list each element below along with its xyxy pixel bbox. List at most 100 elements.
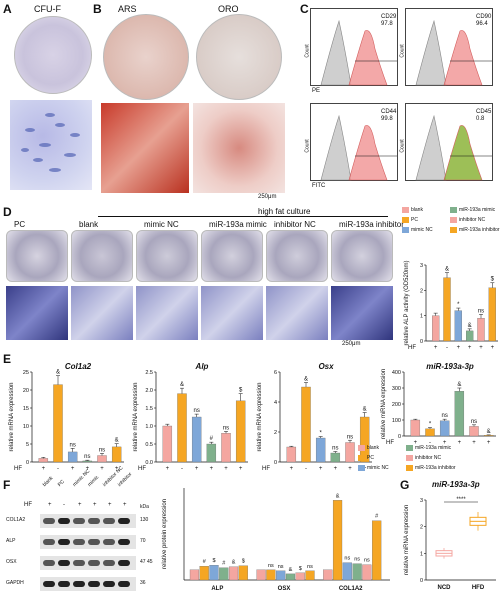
bar (305, 570, 315, 581)
hf-sign: + (48, 502, 52, 508)
significance-mark: ns (307, 564, 313, 570)
group-label-2: mimic NC (144, 220, 179, 229)
y-tick-label: 0 (420, 339, 423, 345)
y-axis-label: relative mRNA expression (9, 382, 15, 451)
kda-value: 130 (140, 517, 149, 523)
bar-3 (82, 460, 93, 463)
oro-micrograph (193, 103, 285, 193)
hf-sign: + (458, 440, 462, 446)
significance-mark: ns (354, 557, 360, 563)
flow-count-label: Count (304, 44, 311, 58)
flow-count-label: Count (399, 139, 406, 153)
blot-band (118, 539, 130, 545)
significance-mark: & (232, 560, 236, 566)
hf-sign: + (78, 502, 82, 508)
isotype-histogram (320, 114, 352, 181)
significance-mark: ns (223, 425, 229, 431)
y-tick-label: 1.5 (145, 406, 153, 412)
y-tick-label: 300 (392, 386, 401, 392)
kda-value: 36 (140, 580, 146, 586)
hf-sign: + (414, 440, 418, 446)
ars-title: ARS (118, 4, 137, 14)
flow-marker-value: 0.8 (476, 116, 485, 122)
blot-band (73, 518, 85, 524)
legend-swatch (402, 227, 409, 233)
marker-histogram (348, 30, 388, 86)
blot-band (88, 581, 100, 587)
hf-label: HF (408, 345, 416, 351)
legend-label: miR-193a mimic (415, 445, 452, 451)
hf-sign: + (348, 466, 352, 472)
group-label-5: miR-193a inhibitor (339, 220, 404, 229)
hf-sign: + (479, 345, 483, 351)
blot-band (118, 518, 130, 524)
bar (219, 567, 229, 581)
hf-sign: - (446, 345, 448, 351)
blot-band (73, 539, 85, 545)
ars-micrograph (101, 103, 189, 193)
bar-0 (286, 446, 297, 463)
band-name: ALP (6, 538, 16, 544)
legend-swatch (358, 465, 365, 471)
significance-mark: $ (212, 558, 215, 564)
significance-mark: # (210, 436, 214, 442)
hf-sign: - (305, 466, 307, 472)
flow-marker-value: 96.4 (476, 21, 488, 27)
significance-mark: & (445, 267, 449, 273)
mir193a-chart: miR-193a-3p 0 100 200 300 400 relative miRNA e… (381, 362, 496, 446)
bar-4 (469, 426, 479, 437)
significance-mark: & (363, 407, 367, 413)
significance-mark: * (429, 422, 432, 428)
bar-2 (439, 420, 450, 437)
alp-dish-2 (136, 230, 198, 282)
significance-mark: **** (456, 497, 466, 503)
bar (199, 566, 209, 581)
bar-1 (443, 277, 451, 342)
osx-chart: Osx 0 2 4 6 relative mRNA expression + & - * + ns + n… (257, 362, 372, 472)
bar-5 (488, 287, 496, 342)
significance-mark: & (336, 493, 340, 499)
legend-label: inhibitor NC (459, 217, 486, 223)
flow-axis-label: PE (312, 88, 321, 94)
blot-strip (40, 535, 136, 549)
bar (342, 562, 352, 581)
panel-letter-b: B (93, 2, 102, 16)
legend-swatch (406, 455, 413, 461)
significance-mark: ns (332, 446, 338, 452)
chart-title: miR-193a-3p (426, 362, 474, 371)
significance-mark: ns (99, 447, 105, 453)
flow-marker-label: CD44 (381, 109, 397, 115)
hf-sign: + (42, 466, 46, 472)
panel-g-title: miR-193a-3p (432, 480, 480, 489)
hf-sign: + (434, 345, 438, 351)
bar-0 (432, 315, 440, 342)
ars-dish (103, 14, 189, 100)
group-label: COL1A2 (339, 586, 363, 592)
bar (362, 564, 372, 581)
bar-1 (177, 393, 187, 463)
y-axis-label: relative ALP activity (OD520nm) (404, 261, 410, 346)
significance-mark: $ (491, 277, 495, 283)
blot-strip (40, 577, 136, 591)
bar-1 (425, 428, 435, 437)
blot-band (118, 581, 130, 587)
group-label-3: miR-193a mimic (209, 220, 267, 229)
hf-sign: - (63, 502, 65, 508)
panel-e-legend: blank miR-193a mimic PC inhibitor NC mimic N… (358, 445, 500, 475)
bar-3 (466, 330, 474, 342)
panel-b-scale: 250μm (258, 194, 277, 200)
y-tick-label: 0 (398, 434, 401, 440)
y-axis-label: relative protein expression (162, 499, 168, 569)
legend-label: inhibitor NC (415, 455, 442, 461)
hf-sign: + (334, 466, 338, 472)
legend-swatch (402, 217, 409, 223)
y-axis-label: relative miRNA expression (404, 505, 410, 575)
hf-label: HF (138, 466, 146, 472)
legend-label: mimic NC (411, 227, 433, 233)
blot-band (118, 560, 130, 566)
flow-count-label: Count (304, 139, 311, 153)
significance-mark: ns (278, 564, 284, 570)
panel-letter-g: G (400, 478, 410, 492)
y-tick-label: 15 (23, 406, 29, 412)
